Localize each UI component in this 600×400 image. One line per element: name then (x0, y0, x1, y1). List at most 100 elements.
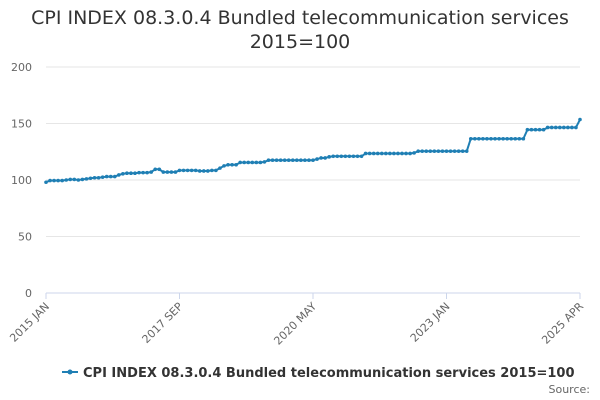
data-point[interactable] (497, 136, 501, 141)
data-point[interactable] (448, 149, 453, 153)
data-point[interactable] (282, 158, 287, 163)
data-point[interactable] (351, 154, 356, 159)
data-point[interactable] (108, 174, 113, 179)
data-point[interactable] (379, 151, 384, 156)
data-point[interactable] (493, 136, 497, 141)
data-point[interactable] (125, 171, 129, 176)
data-point[interactable] (400, 151, 404, 156)
data-point[interactable] (570, 125, 574, 130)
data-point[interactable] (343, 154, 348, 159)
data-point[interactable] (553, 125, 558, 130)
data-point[interactable] (201, 169, 206, 173)
data-point[interactable] (206, 169, 210, 173)
data-point[interactable] (96, 175, 101, 180)
data-point[interactable] (189, 168, 194, 173)
data-point[interactable] (525, 127, 530, 132)
data-point[interactable] (327, 155, 331, 159)
data-point[interactable] (562, 125, 566, 130)
data-point[interactable] (404, 151, 408, 156)
data-point[interactable] (145, 170, 149, 175)
data-point[interactable] (185, 168, 190, 173)
data-point[interactable] (477, 136, 481, 141)
data-point[interactable] (149, 170, 153, 174)
data-point[interactable] (481, 136, 485, 141)
data-point[interactable] (307, 158, 311, 163)
data-point[interactable] (545, 125, 550, 130)
data-point[interactable] (157, 167, 162, 172)
data-point[interactable] (315, 157, 319, 161)
data-point[interactable] (141, 170, 145, 175)
data-point[interactable] (246, 160, 251, 165)
data-point[interactable] (375, 151, 380, 156)
data-point[interactable] (84, 177, 89, 181)
data-point[interactable] (153, 167, 158, 172)
data-point[interactable] (44, 180, 48, 185)
data-point[interactable] (104, 174, 109, 179)
data-point[interactable] (436, 149, 441, 153)
data-point[interactable] (485, 136, 489, 141)
data-point[interactable] (505, 136, 509, 141)
data-point[interactable] (137, 170, 141, 175)
data-point[interactable] (193, 168, 198, 173)
data-point[interactable] (72, 177, 77, 182)
data-point[interactable] (117, 173, 121, 177)
data-point[interactable] (121, 171, 125, 176)
data-point[interactable] (68, 177, 73, 182)
data-point[interactable] (359, 154, 364, 159)
data-point[interactable] (161, 170, 166, 174)
data-point[interactable] (452, 149, 457, 153)
data-point[interactable] (262, 160, 267, 164)
data-point[interactable] (286, 158, 291, 163)
data-point[interactable] (468, 136, 473, 141)
data-point[interactable] (129, 171, 133, 176)
data-point[interactable] (197, 169, 202, 173)
data-point[interactable] (133, 171, 137, 176)
data-point[interactable] (238, 160, 242, 165)
data-point[interactable] (529, 127, 534, 132)
data-point[interactable] (574, 125, 578, 130)
data-point[interactable] (299, 158, 303, 163)
data-point[interactable] (274, 158, 279, 163)
data-point[interactable] (331, 154, 336, 159)
data-point[interactable] (533, 127, 538, 132)
data-point[interactable] (48, 178, 52, 183)
data-point[interactable] (100, 175, 105, 179)
data-point[interactable] (541, 127, 546, 132)
data-point[interactable] (323, 156, 327, 160)
data-point[interactable] (295, 158, 299, 163)
data-point[interactable] (521, 136, 526, 141)
data-point[interactable] (76, 178, 81, 182)
data-point[interactable] (339, 154, 344, 159)
data-point[interactable] (517, 136, 522, 141)
data-point[interactable] (52, 178, 56, 183)
data-point[interactable] (347, 154, 352, 159)
data-point[interactable] (88, 176, 93, 181)
data-point[interactable] (214, 168, 218, 173)
data-point[interactable] (234, 162, 238, 167)
data-point[interactable] (384, 151, 388, 156)
data-point[interactable] (266, 158, 271, 163)
data-point[interactable] (396, 151, 400, 156)
data-point[interactable] (367, 151, 372, 156)
data-point[interactable] (363, 151, 368, 156)
data-point[interactable] (242, 160, 247, 165)
data-point[interactable] (464, 149, 469, 153)
data-point[interactable] (173, 170, 178, 174)
data-point[interactable] (428, 149, 433, 153)
data-point[interactable] (258, 160, 263, 165)
data-point[interactable] (549, 125, 554, 130)
data-point[interactable] (56, 178, 60, 183)
data-point[interactable] (181, 168, 186, 173)
data-point[interactable] (566, 125, 570, 130)
data-point[interactable] (210, 168, 214, 173)
data-point[interactable] (537, 127, 542, 132)
data-point[interactable] (501, 136, 505, 141)
data-point[interactable] (424, 149, 429, 153)
data-point[interactable] (80, 177, 85, 182)
data-point[interactable] (250, 160, 255, 165)
legend[interactable]: CPI INDEX 08.3.0.4 Bundled telecommunica… (62, 366, 575, 381)
data-point[interactable] (311, 158, 315, 163)
data-point[interactable] (319, 156, 323, 160)
data-point[interactable] (303, 158, 307, 163)
data-point[interactable] (230, 162, 234, 167)
